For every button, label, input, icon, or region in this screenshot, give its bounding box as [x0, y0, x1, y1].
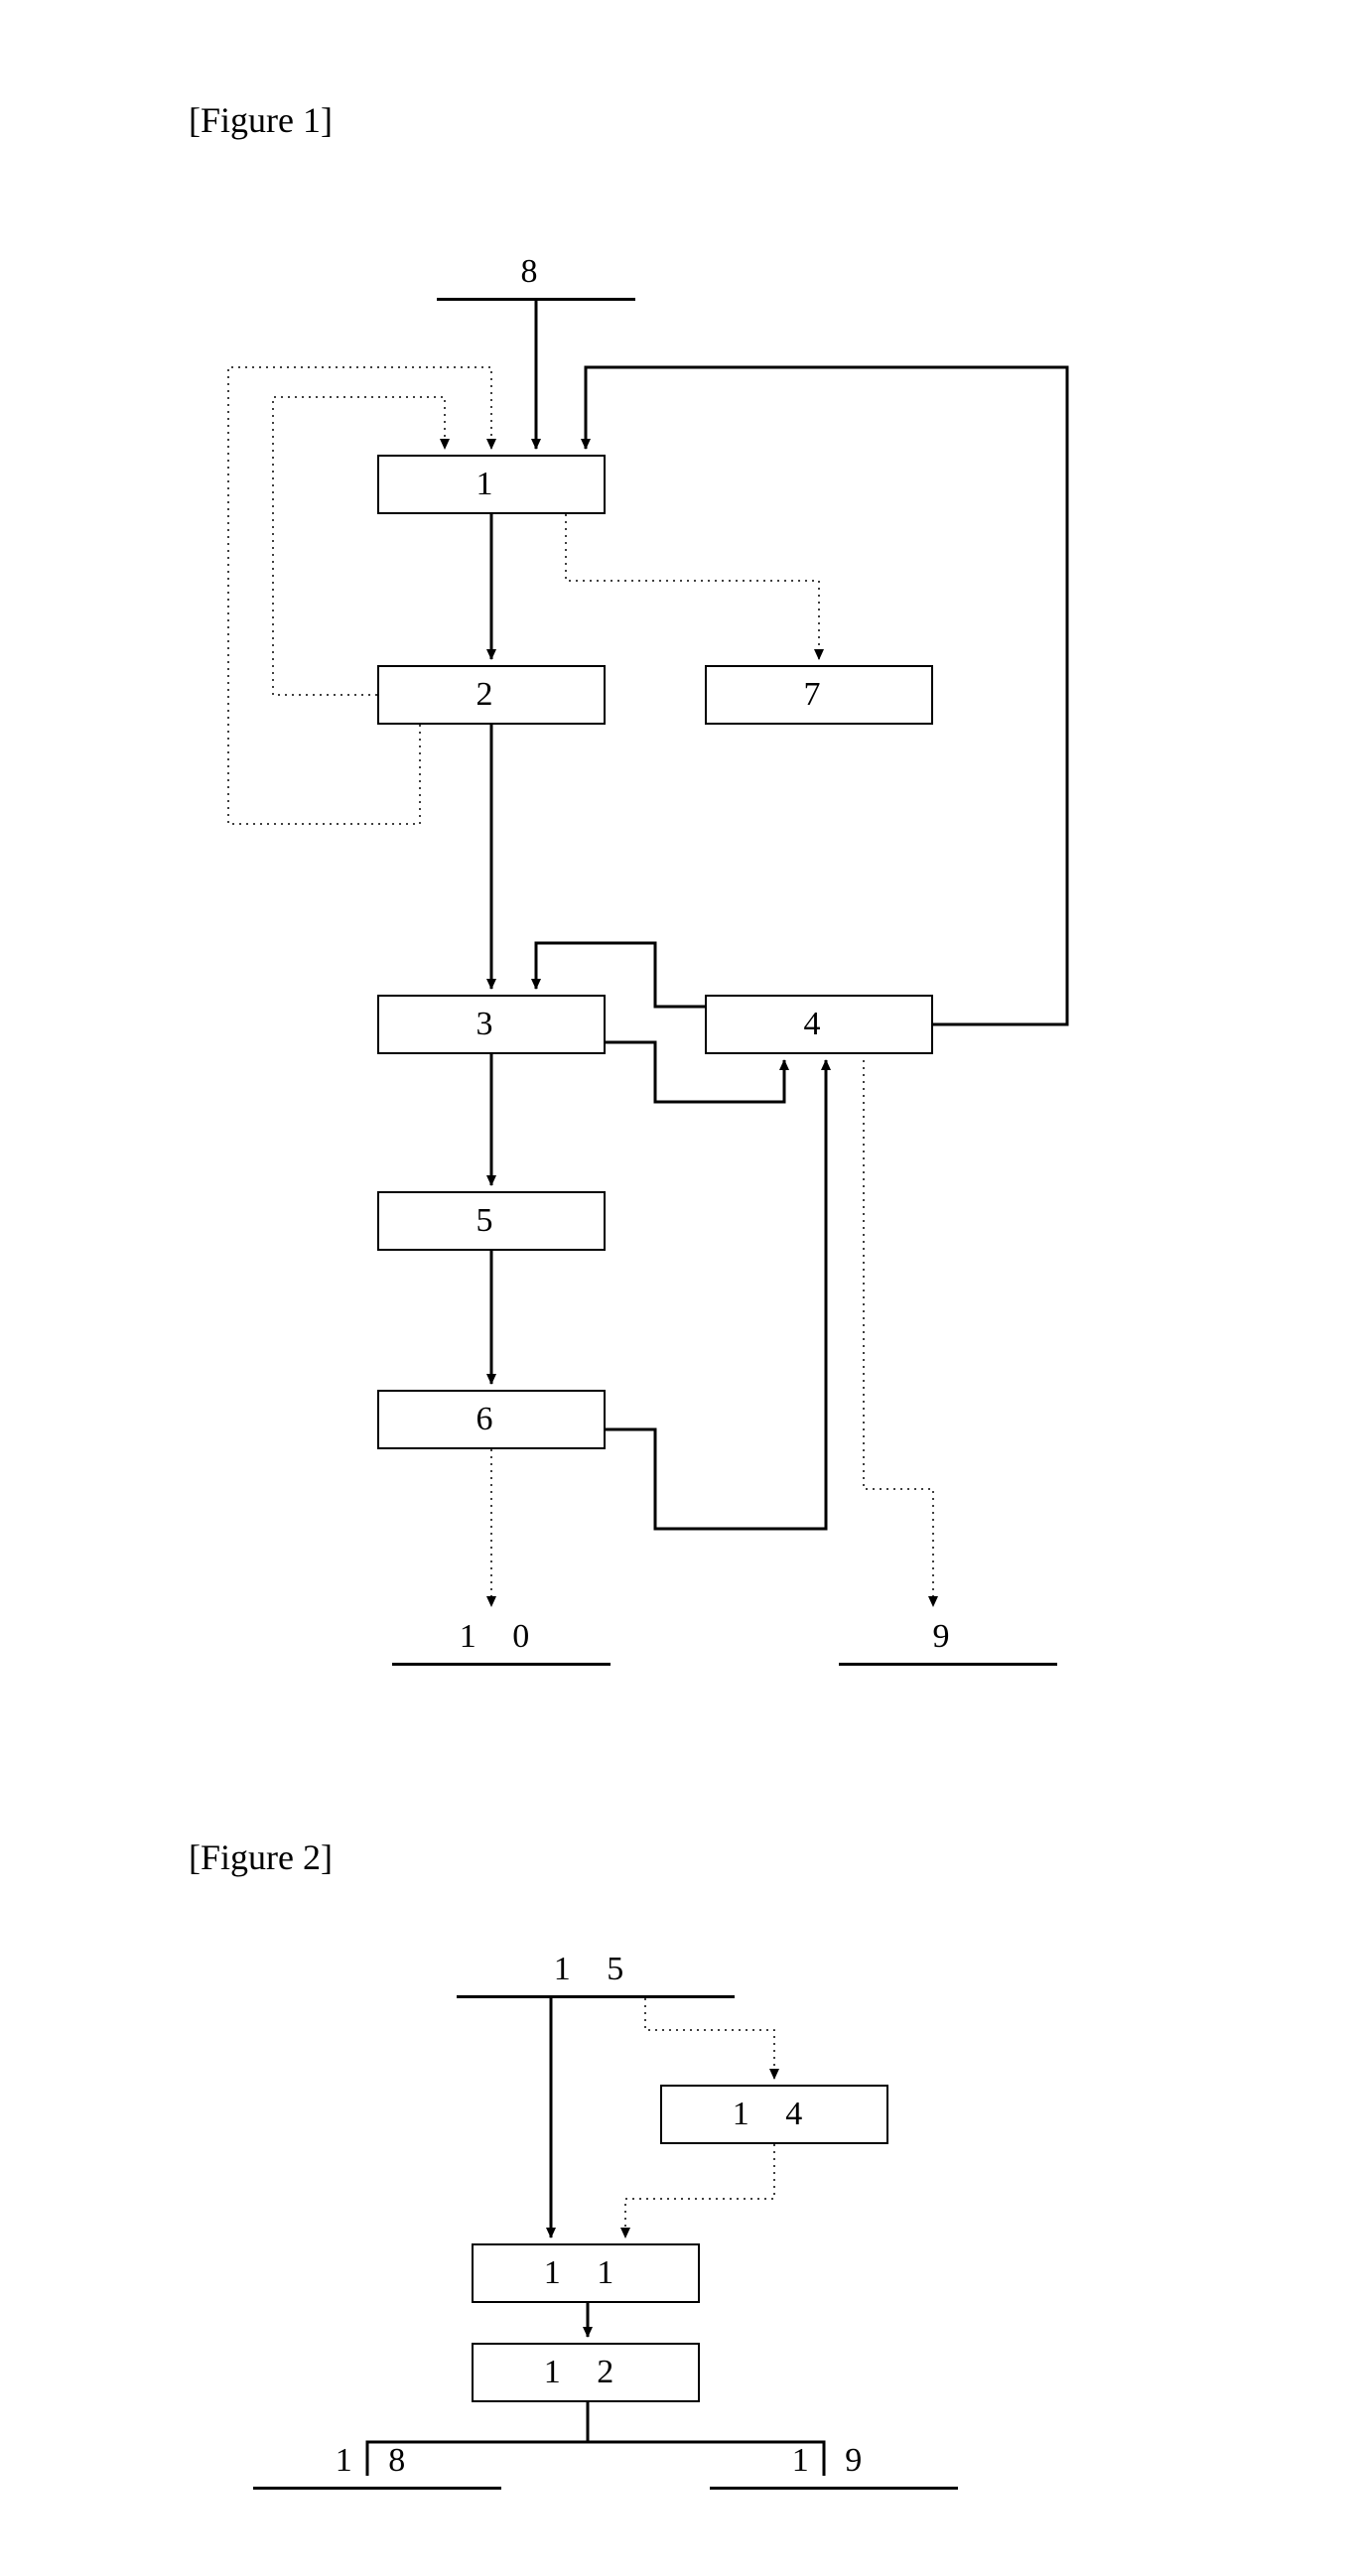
fig1-io-top-line [437, 298, 635, 301]
fig1-io-botl-label: 1 0 [392, 1618, 611, 1656]
fig1-node-1: 1 [377, 455, 606, 514]
fig1-node-7: 7 [705, 665, 933, 725]
fig1-node-3: 3 [377, 995, 606, 1054]
fig2-io-top-line [457, 1995, 735, 1998]
fig1-io-top-label: 8 [437, 253, 635, 291]
fig1-io-botr-label: 9 [839, 1618, 1057, 1656]
fig2-io-botl-label: 1 8 [253, 2442, 501, 2480]
page: [Figure 1] 8 1 0 9 1 2 3 4 5 6 7 [Figure… [0, 0, 1359, 2576]
fig2-io-botr-line [710, 2487, 958, 2490]
fig2-node-12: 1 2 [472, 2343, 700, 2402]
edges-layer [0, 0, 1359, 2576]
fig1-io-botr-line [839, 1663, 1057, 1666]
fig2-node-11: 1 1 [472, 2243, 700, 2303]
fig2-io-botr-label: 1 9 [710, 2442, 958, 2480]
fig2-io-botl-line [253, 2487, 501, 2490]
solid-edges-group [367, 301, 1067, 2476]
figure1-caption: [Figure 1] [189, 99, 333, 141]
figure2-caption: [Figure 2] [189, 1836, 333, 1878]
fig1-node-5: 5 [377, 1191, 606, 1251]
fig2-node-14: 1 4 [660, 2085, 888, 2144]
fig1-node-6: 6 [377, 1390, 606, 1449]
fig1-node-2: 2 [377, 665, 606, 725]
fig2-io-top-label: 1 5 [457, 1951, 735, 1988]
fig1-node-4: 4 [705, 995, 933, 1054]
fig1-io-botl-line [392, 1663, 611, 1666]
